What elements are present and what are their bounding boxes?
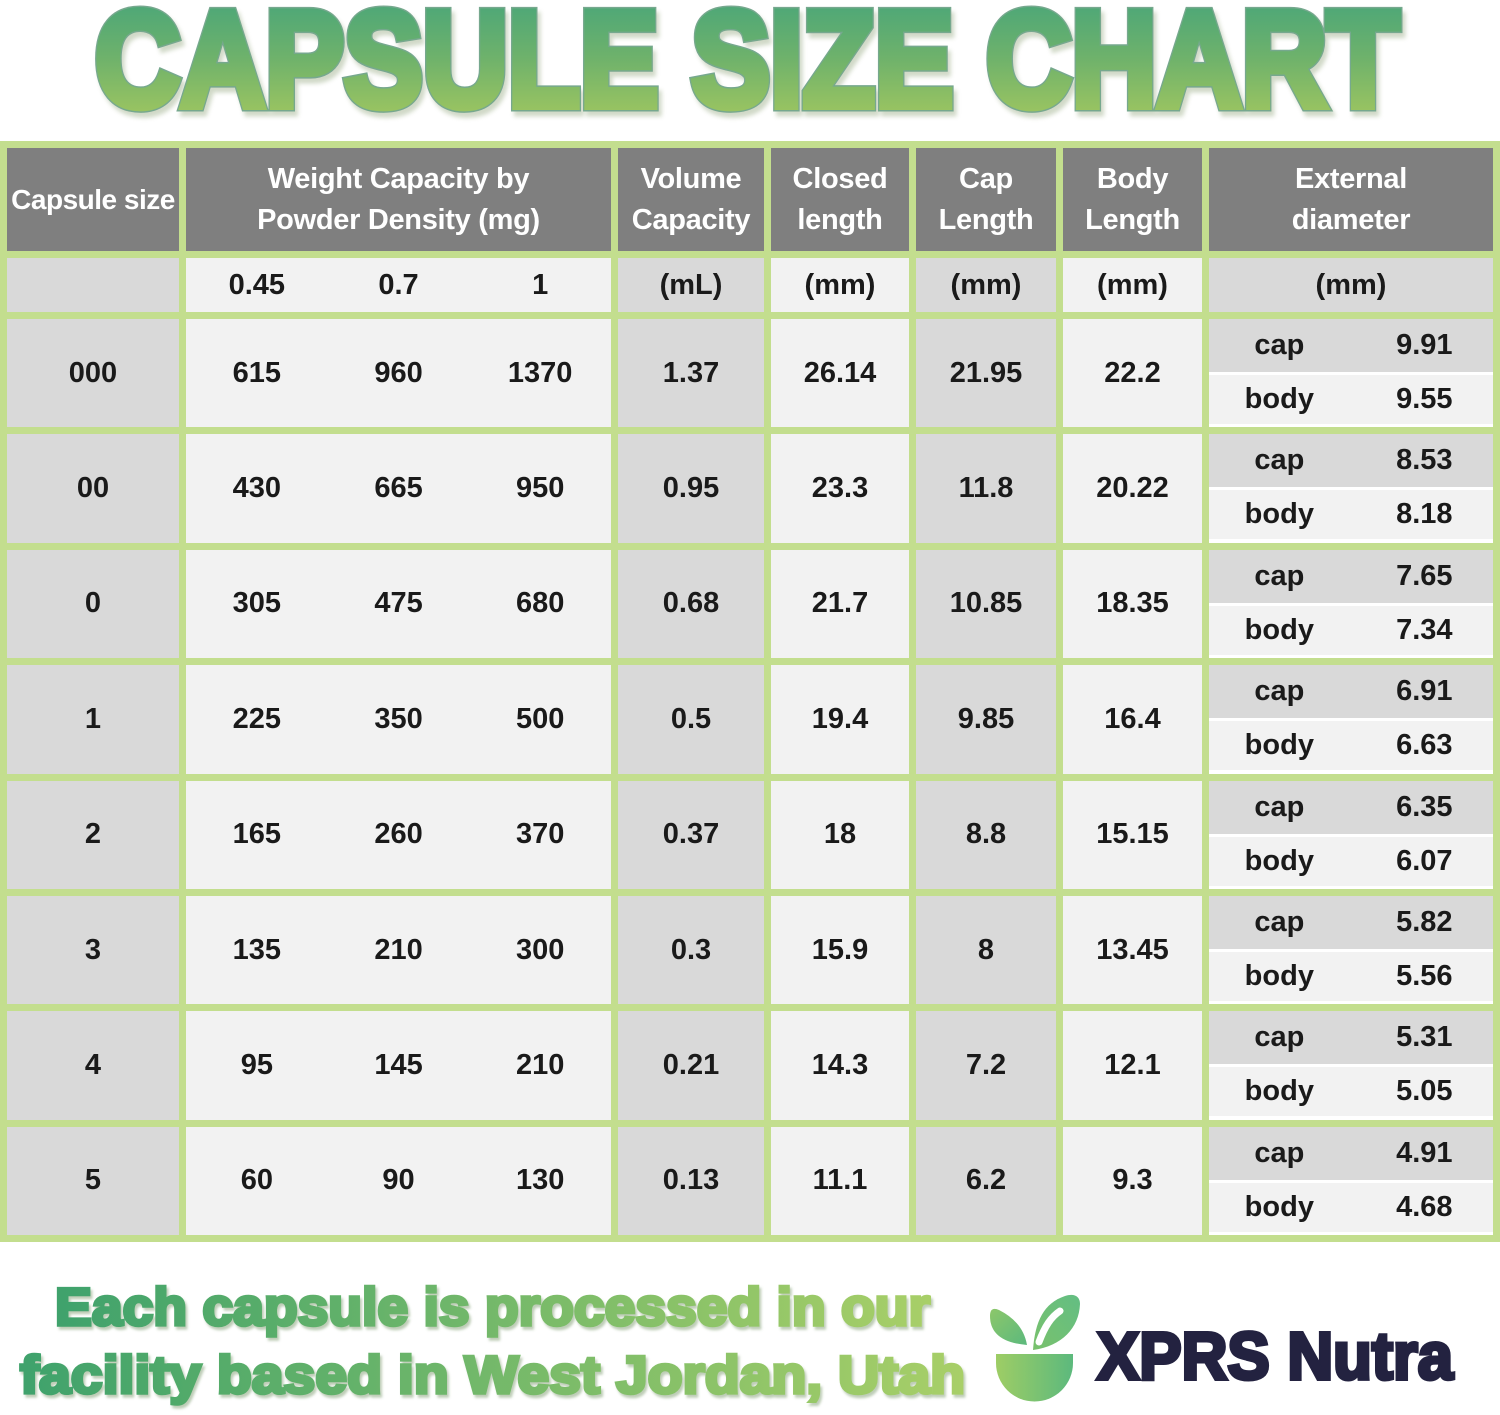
svg-text:Each capsule is processed in o: Each capsule is processed in our — [55, 1278, 930, 1337]
svg-text:XPRS Nutra: XPRS Nutra — [1097, 1319, 1454, 1394]
svg-text:CAPSULE SIZE CHART: CAPSULE SIZE CHART — [95, 0, 1399, 135]
svg-text:CAPSULE SIZE CHART: CAPSULE SIZE CHART — [95, 0, 1399, 135]
svg-text:facility based in West Jordan,: facility based in West Jordan, Utah — [20, 1346, 965, 1405]
